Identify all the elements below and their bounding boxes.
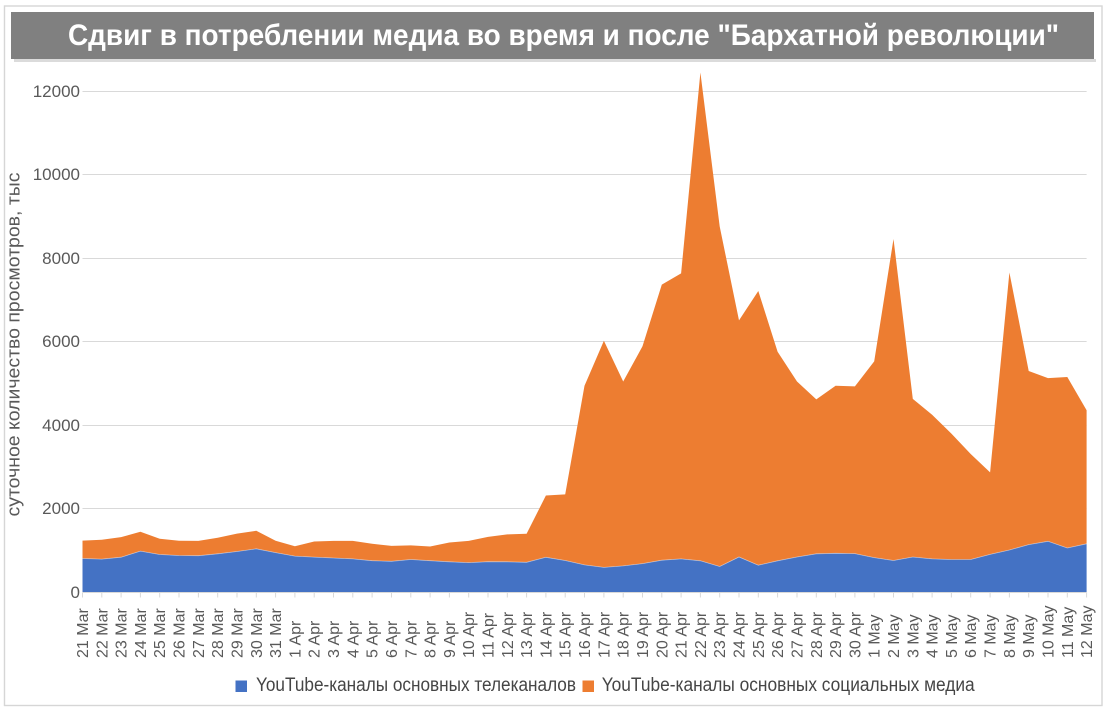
svg-text:19 Apr: 19 Apr xyxy=(635,611,652,658)
svg-text:суточное количество просмотров: суточное количество просмотров, тыс xyxy=(4,173,24,517)
svg-text:3 May: 3 May xyxy=(905,614,922,658)
svg-text:10 May: 10 May xyxy=(1041,606,1058,658)
svg-text:8 May: 8 May xyxy=(1002,614,1019,658)
svg-text:4000: 4000 xyxy=(42,416,80,435)
svg-text:24 Mar: 24 Mar xyxy=(133,608,150,658)
svg-text:2 Apr: 2 Apr xyxy=(307,620,324,658)
svg-text:26 Mar: 26 Mar xyxy=(172,608,189,658)
svg-text:0: 0 xyxy=(71,583,80,602)
svg-text:23 Mar: 23 Mar xyxy=(114,608,131,658)
svg-text:22 Mar: 22 Mar xyxy=(94,608,111,658)
svg-text:18 Apr: 18 Apr xyxy=(616,611,633,658)
svg-text:17 Apr: 17 Apr xyxy=(596,611,613,658)
svg-text:21 Mar: 21 Mar xyxy=(75,608,92,658)
svg-text:YouTube-каналы основных социал: YouTube-каналы основных социальных медиа xyxy=(602,675,975,696)
svg-text:16 Apr: 16 Apr xyxy=(577,611,594,658)
svg-text:9 Apr: 9 Apr xyxy=(442,620,459,658)
svg-text:24 Apr: 24 Apr xyxy=(732,611,749,658)
svg-text:3 Apr: 3 Apr xyxy=(326,620,343,658)
svg-text:2 May: 2 May xyxy=(886,614,903,658)
svg-text:4 May: 4 May xyxy=(925,614,942,658)
svg-text:25 Mar: 25 Mar xyxy=(152,608,169,658)
svg-text:12 Apr: 12 Apr xyxy=(500,611,517,658)
svg-text:8000: 8000 xyxy=(42,249,80,268)
svg-text:11 May: 11 May xyxy=(1060,607,1077,658)
svg-text:14 Apr: 14 Apr xyxy=(538,611,555,658)
svg-text:12000: 12000 xyxy=(33,82,80,101)
svg-text:10000: 10000 xyxy=(33,165,80,184)
svg-text:5 May: 5 May xyxy=(944,614,961,658)
svg-text:29 Apr: 29 Apr xyxy=(828,611,845,658)
svg-text:22 Apr: 22 Apr xyxy=(693,611,710,658)
svg-text:30 Mar: 30 Mar xyxy=(249,608,266,658)
svg-text:9 May: 9 May xyxy=(1021,614,1038,658)
svg-text:5 Apr: 5 Apr xyxy=(365,620,382,658)
svg-text:28 Mar: 28 Mar xyxy=(210,608,227,658)
svg-text:29 Mar: 29 Mar xyxy=(230,608,247,658)
svg-text:6000: 6000 xyxy=(42,332,80,351)
svg-text:6 May: 6 May xyxy=(963,614,980,658)
svg-text:26 Apr: 26 Apr xyxy=(770,611,787,658)
svg-text:27 Mar: 27 Mar xyxy=(191,608,208,658)
svg-text:8 Apr: 8 Apr xyxy=(423,620,440,658)
svg-text:21 Apr: 21 Apr xyxy=(674,611,691,658)
svg-text:4 Apr: 4 Apr xyxy=(345,620,362,658)
svg-text:28 Apr: 28 Apr xyxy=(809,611,826,658)
svg-text:6 Apr: 6 Apr xyxy=(384,620,401,658)
svg-text:30 Apr: 30 Apr xyxy=(847,611,864,658)
svg-text:Сдвиг в потреблении медиа во в: Сдвиг в потреблении медиа во время и пос… xyxy=(68,19,1059,52)
svg-text:1 May: 1 May xyxy=(867,614,884,658)
svg-text:7 Apr: 7 Apr xyxy=(403,620,420,658)
svg-text:YouTube-каналы основных телека: YouTube-каналы основных телеканалов xyxy=(256,675,576,696)
svg-text:7 May: 7 May xyxy=(983,614,1000,658)
svg-text:2000: 2000 xyxy=(42,499,80,518)
svg-text:12 May: 12 May xyxy=(1079,606,1096,658)
svg-text:11 Apr: 11 Apr xyxy=(481,612,498,658)
svg-text:20 Apr: 20 Apr xyxy=(654,611,671,658)
svg-text:10 Apr: 10 Apr xyxy=(461,611,478,658)
svg-text:13 Apr: 13 Apr xyxy=(519,611,536,658)
svg-text:15 Apr: 15 Apr xyxy=(558,611,575,658)
svg-text:31 Mar: 31 Mar xyxy=(268,608,285,658)
svg-text:27 Apr: 27 Apr xyxy=(790,611,807,658)
svg-text:25 Apr: 25 Apr xyxy=(751,611,768,658)
svg-text:23 Apr: 23 Apr xyxy=(712,611,729,658)
svg-text:1 Apr: 1 Apr xyxy=(287,620,304,658)
